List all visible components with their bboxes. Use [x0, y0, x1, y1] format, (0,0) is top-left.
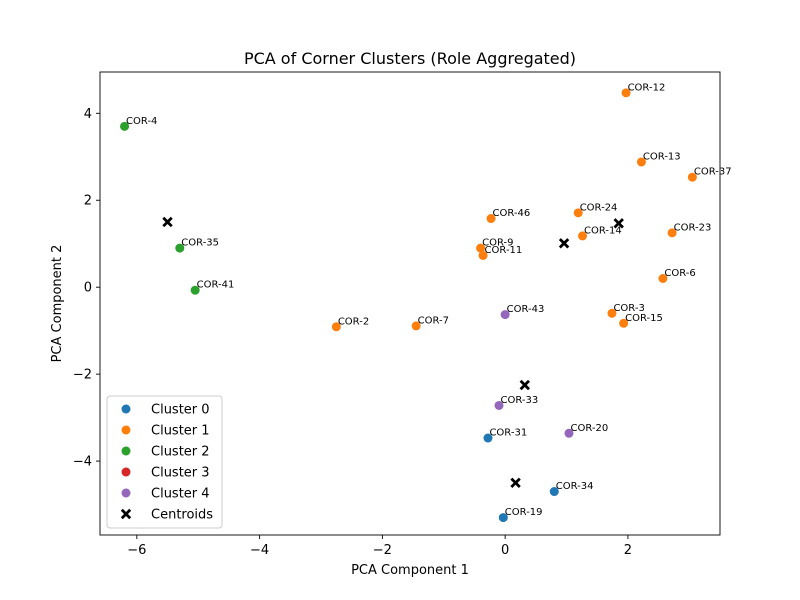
- centroid-marker: [558, 238, 570, 249]
- legend-label: Centroids: [151, 508, 213, 523]
- y-tick-label: 2: [84, 194, 92, 209]
- chart-title: PCA of Corner Clusters (Role Aggregated): [244, 49, 576, 68]
- legend-label: Cluster 0: [151, 403, 210, 418]
- point-cor-19: [498, 513, 508, 523]
- point-label: COR-33: [501, 395, 539, 406]
- point-label: COR-2: [338, 316, 369, 327]
- point-label: COR-31: [489, 428, 527, 439]
- point-cor-20: [564, 428, 574, 438]
- point-cor-12: [621, 88, 631, 98]
- point-cor-37: [687, 172, 697, 182]
- point-cor-3: [607, 308, 617, 318]
- point-label: COR-14: [584, 225, 622, 236]
- plot-frame: [99, 71, 721, 536]
- y-axis-label: PCA Component 2: [50, 245, 65, 363]
- point-label: COR-43: [507, 304, 545, 315]
- point-cor-14: [577, 231, 587, 241]
- point-cor-6: [658, 274, 668, 284]
- point-cor-11: [478, 250, 488, 260]
- legend-label: Cluster 2: [151, 445, 210, 460]
- point-cor-31: [483, 433, 493, 443]
- point-label: COR-46: [493, 208, 531, 219]
- point-label: COR-4: [126, 116, 157, 127]
- points-layer: [120, 88, 697, 523]
- point-label: COR-41: [197, 280, 235, 291]
- point-label: COR-6: [664, 268, 695, 279]
- x-axis-label: PCA Component 1: [351, 563, 469, 578]
- legend-marker: [121, 467, 131, 477]
- point-cor-46: [486, 214, 496, 224]
- point-cor-35: [175, 243, 185, 253]
- point-label: COR-3: [613, 303, 644, 314]
- point-label: COR-37: [694, 167, 732, 178]
- point-label: COR-23: [674, 222, 712, 233]
- point-cor-23: [667, 228, 677, 238]
- centroid-marker: [162, 216, 173, 228]
- point-label: COR-15: [625, 313, 663, 324]
- legend-marker: [121, 425, 131, 435]
- legend-label: Cluster 1: [151, 424, 210, 439]
- x-tick-label: −6: [127, 543, 146, 558]
- centroid-marker: [519, 379, 530, 391]
- y-tick-label: 0: [84, 281, 92, 296]
- point-label: COR-34: [556, 481, 594, 492]
- point-labels-layer: COR-31 COR-34 COR-19 COR-12 COR-13 COR-37 COR-…: [126, 82, 732, 518]
- point-label: COR-11: [485, 245, 523, 256]
- point-cor-24: [573, 208, 583, 218]
- point-label: COR-20: [570, 423, 608, 434]
- centroid-marker: [510, 477, 521, 489]
- y-tick-label: −4: [73, 455, 92, 470]
- point-label: COR-7: [418, 315, 449, 326]
- legend-label: Cluster 4: [151, 487, 210, 502]
- point-cor-41: [190, 285, 200, 295]
- point-label: COR-12: [628, 82, 666, 93]
- point-cor-2: [331, 322, 341, 332]
- legend-marker: [120, 508, 132, 520]
- y-tick-label: 4: [84, 107, 92, 122]
- x-tick-label: 0: [501, 543, 509, 558]
- axis-ticks: −6 −4 −2 0 2 −4 −2 0 2 4: [73, 107, 632, 558]
- point-label: COR-13: [643, 151, 681, 162]
- point-cor-43: [500, 310, 510, 320]
- legend-marker: [121, 404, 131, 414]
- point-label: COR-9: [482, 238, 513, 249]
- point-cor-34: [549, 487, 559, 497]
- centroid-marker: [613, 218, 624, 229]
- x-tick-label: −2: [373, 543, 392, 558]
- point-label: COR-35: [181, 238, 219, 249]
- x-tick-label: 2: [624, 543, 632, 558]
- point-label: COR-24: [580, 202, 618, 213]
- point-cor-9: [476, 243, 486, 253]
- legend-marker: [121, 446, 131, 456]
- point-cor-33: [494, 400, 504, 410]
- point-label: COR-19: [505, 507, 543, 518]
- point-cor-15: [619, 318, 629, 328]
- point-cor-13: [636, 157, 646, 167]
- legend: Cluster 0 Cluster 1 Cluster 2 Cluster 3 Clus…: [106, 395, 223, 529]
- legend-marker: [121, 488, 131, 498]
- point-cor-7: [411, 321, 421, 331]
- y-tick-label: −2: [73, 368, 92, 383]
- point-cor-4: [120, 121, 130, 131]
- x-tick-label: −4: [250, 543, 269, 558]
- centroids-layer: [162, 216, 624, 489]
- legend-label: Cluster 3: [151, 466, 210, 481]
- legend-box: [106, 395, 223, 529]
